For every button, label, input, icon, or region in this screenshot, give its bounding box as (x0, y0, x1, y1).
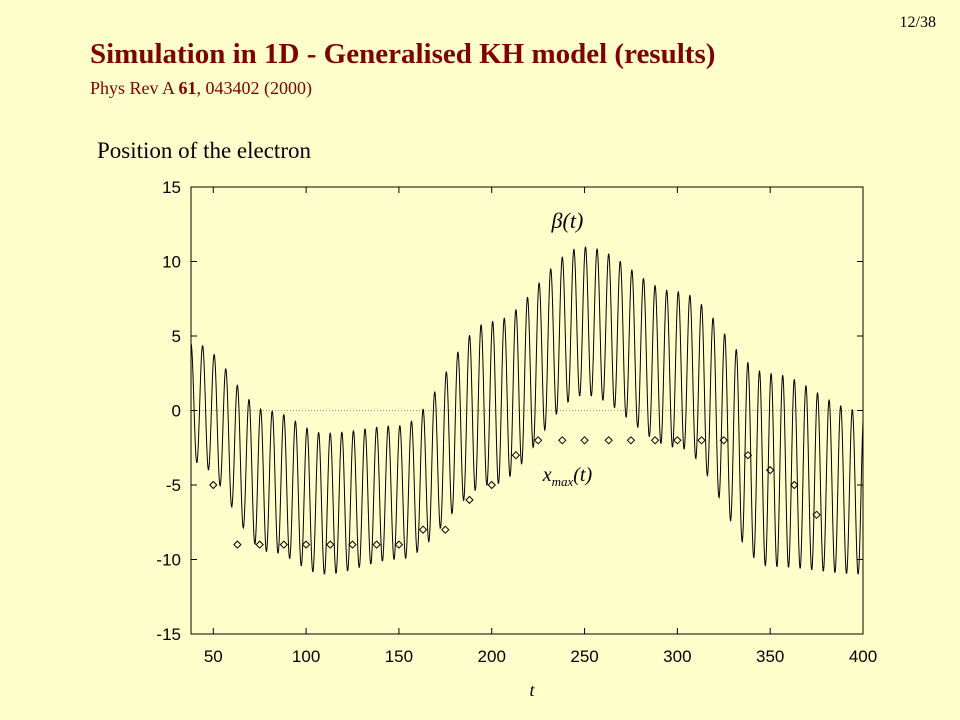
xmax-point (719, 436, 728, 445)
xmax-annotation: xmax(t) (542, 464, 593, 489)
slide-title: Simulation in 1D - Generalised KH model … (90, 38, 716, 70)
xmax-point (604, 436, 613, 445)
y-tick-label: -15 (156, 625, 181, 644)
reference-citation: Phys Rev A 61, 043402 (2000) (90, 78, 312, 99)
y-tick-label: 10 (162, 253, 181, 272)
x-tick-label: 350 (756, 647, 784, 666)
xmax-point (580, 436, 589, 445)
xmax-point (418, 525, 428, 534)
xmax-point (441, 525, 450, 534)
xmax-point (301, 540, 311, 549)
chart-subtitle: Position of the electron (97, 138, 311, 163)
beta-series-line (190, 246, 864, 575)
xmax-point (511, 450, 521, 460)
xmax-point (233, 540, 242, 549)
xmax-series-markers (209, 436, 821, 549)
xmax-point (626, 436, 636, 445)
axis-ticks (191, 186, 864, 635)
xmax-point (743, 450, 753, 460)
xmax-point (673, 436, 682, 445)
xmax-point (465, 495, 474, 505)
x-tick-label: 250 (570, 647, 598, 666)
x-tick-label: 300 (663, 647, 691, 666)
y-tick-label: 0 (172, 402, 181, 421)
x-tick-label: 150 (385, 647, 413, 666)
x-axis-label: t (529, 680, 535, 700)
xmax-point (533, 436, 543, 445)
xmax-point (812, 510, 821, 520)
xmax-point (255, 540, 264, 549)
y-tick-label: -5 (166, 476, 181, 495)
x-tick-label: 100 (292, 647, 320, 666)
reference-prefix: Phys Rev A (90, 78, 179, 98)
xmax-point (394, 540, 404, 549)
page-number: 12/38 (899, 14, 936, 31)
x-tick-label: 200 (478, 647, 506, 666)
xmax-point (348, 540, 357, 549)
x-tick-label: 50 (204, 647, 223, 666)
xmax-point (697, 436, 706, 445)
xmax-point (372, 540, 381, 549)
x-tick-label: 400 (849, 647, 877, 666)
xmax-point (650, 436, 660, 445)
xmax-point (765, 465, 775, 475)
y-tick-label: 15 (162, 178, 181, 197)
xmax-point (279, 540, 289, 549)
xmax-point (209, 480, 218, 490)
xmax-point (326, 540, 335, 549)
y-tick-label: 5 (172, 327, 181, 346)
y-tick-label: -10 (156, 551, 181, 570)
reference-volume: 61 (178, 78, 197, 98)
xmax-point (558, 436, 567, 445)
reference-suffix: , 043402 (2000) (196, 78, 313, 98)
beta-annotation: β(t) (551, 208, 584, 233)
xmax-point (487, 480, 496, 490)
xmax-point (790, 480, 799, 490)
